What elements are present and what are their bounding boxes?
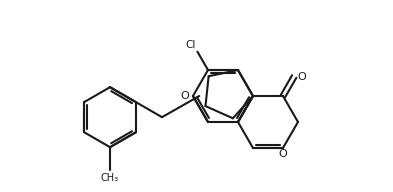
Text: Cl: Cl (185, 40, 196, 50)
Text: O: O (279, 149, 287, 159)
Text: CH₃: CH₃ (101, 172, 119, 183)
Text: O: O (297, 71, 306, 82)
Text: O: O (180, 91, 189, 101)
